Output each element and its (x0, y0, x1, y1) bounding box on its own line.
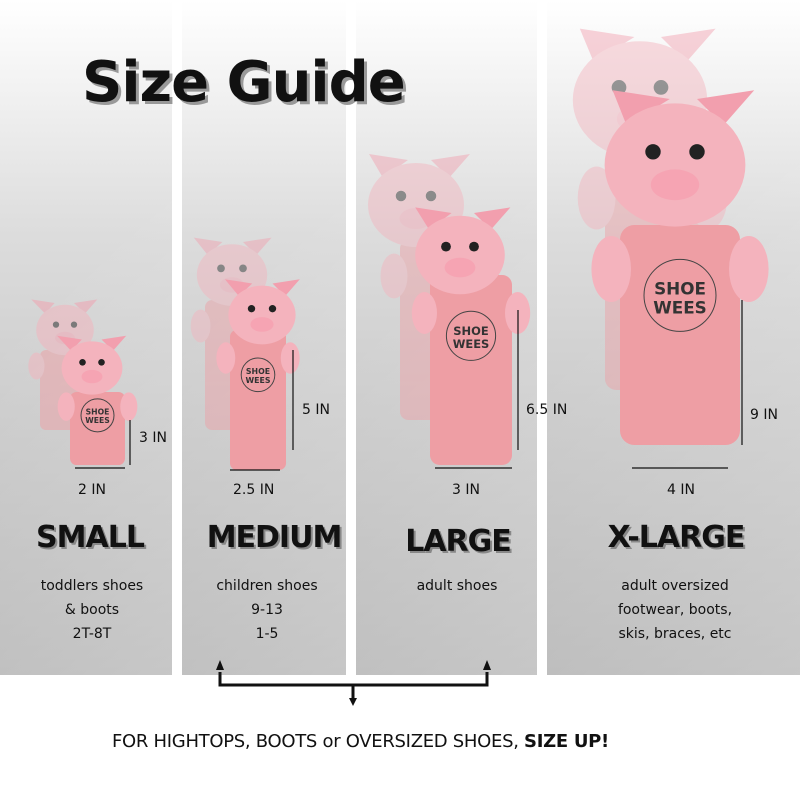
logo-text: SHOE WEES (85, 407, 110, 425)
pig-ear (193, 237, 223, 256)
toy-arm (591, 236, 631, 302)
pig-eye (217, 264, 225, 273)
pig-eye (469, 241, 479, 252)
pig-snout (250, 317, 274, 332)
toy-body (230, 330, 286, 470)
arrow-head (216, 660, 224, 670)
size-label-xlarge: X-LARGE (607, 520, 746, 555)
logo-text: SHOE WEES (453, 324, 490, 351)
width-small: 2 IN (78, 482, 106, 498)
size-up-note: FOR HIGHTOPS, BOOTS or OVERSIZED SHOES, … (112, 731, 609, 752)
logo-circle (80, 398, 115, 433)
pig-ear (369, 154, 408, 178)
pig-eye (425, 190, 437, 202)
pig-ear (101, 335, 127, 351)
pig-snout (444, 257, 476, 278)
toy-arm (28, 352, 45, 380)
pig-eye (79, 358, 86, 366)
arrow-head (349, 698, 357, 706)
logo-circle (643, 258, 717, 332)
bracket-arrow (218, 672, 489, 700)
size-label-small: SMALL (36, 520, 145, 555)
pig-head (604, 103, 746, 227)
size-desc-medium: children shoes 9-13 1-5 (216, 578, 318, 642)
pig-toy: SHOE WEES (57, 335, 138, 465)
logo-circle (240, 357, 276, 393)
pig-head (61, 341, 123, 395)
pig-eye (70, 321, 78, 328)
height-large: 6.5 IN (526, 402, 568, 418)
size-desc-xlarge: adult oversized footwear, boots, skis, bra… (617, 578, 733, 642)
pig-eye (689, 144, 705, 160)
height-small: 3 IN (139, 430, 167, 446)
pig-ear (415, 207, 452, 230)
pig-ear (612, 90, 670, 126)
toy-arm (729, 236, 769, 302)
pig-toy: SHOE WEES (411, 207, 531, 465)
pig-snout (650, 169, 700, 201)
pig-eye (645, 144, 661, 160)
toy-arm (190, 309, 211, 343)
pig-ear (431, 154, 470, 178)
pig-eye (98, 358, 105, 366)
pig-ear (272, 279, 300, 297)
logo-circle (445, 310, 497, 361)
pig-toy: SHOE WEES (216, 279, 300, 470)
pig-ear (57, 335, 82, 351)
pig-eye (441, 241, 451, 252)
pig-snout (81, 369, 103, 384)
pig-eye (239, 264, 247, 273)
panel-medium (182, 0, 346, 675)
toy-body (620, 225, 740, 445)
logo-text: SHOE WEES (653, 278, 707, 317)
width-xlarge: 4 IN (667, 482, 695, 498)
pig-ear (697, 90, 755, 126)
panel-xlarge (547, 0, 800, 675)
pig-eye (653, 80, 669, 95)
size-label-large: LARGE (405, 524, 512, 559)
toy-arm (120, 392, 138, 421)
toy-arm (411, 292, 437, 334)
pig-ear (243, 237, 272, 256)
pig-ear (661, 28, 716, 63)
pig-eye (268, 305, 277, 313)
page-title: Size Guide (82, 50, 406, 115)
toy-arm (380, 253, 408, 299)
size-desc-large: adult shoes (416, 578, 498, 594)
size-label-medium: MEDIUM (206, 520, 343, 555)
pig-toy: SHOE WEES (591, 90, 769, 445)
width-medium: 2.5 IN (233, 482, 275, 498)
logo-text: SHOE WEES (246, 367, 271, 385)
pig-head (415, 215, 505, 295)
pig-ear (74, 299, 98, 314)
pig-ear (224, 279, 253, 297)
pig-eye (395, 190, 407, 202)
toy-arm (57, 392, 75, 421)
pig-eye (52, 321, 60, 328)
height-medium: 5 IN (302, 402, 330, 418)
pig-ear (474, 207, 511, 230)
arrow-head (483, 660, 491, 670)
pig-head (228, 285, 296, 345)
size-desc-small: toddlers shoes & boots 2T-8T (40, 578, 144, 642)
pig-ear (579, 28, 635, 63)
toy-arm (577, 166, 616, 230)
width-large: 3 IN (452, 482, 480, 498)
height-xlarge: 9 IN (750, 407, 778, 423)
pig-head (36, 304, 94, 356)
pig-eye (247, 305, 256, 313)
toy-arm (280, 342, 300, 374)
toy-body (430, 275, 512, 465)
toy-body (70, 392, 125, 465)
pig-ear (31, 299, 55, 314)
toy-arm (216, 342, 236, 374)
